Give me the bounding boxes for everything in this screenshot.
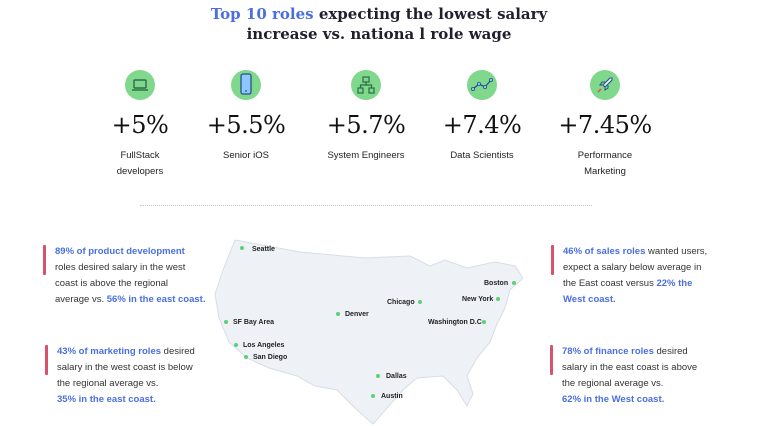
page-title: Top 10 roles expecting the lowest salary… xyxy=(0,4,758,44)
city-los-angeles: Los Angeles xyxy=(243,342,285,349)
city-dot xyxy=(512,281,516,285)
city-dot xyxy=(240,246,244,250)
role-name: FullStack developers xyxy=(116,150,164,177)
role-system-engineers: +5.7% System Engineers xyxy=(306,70,426,164)
city-washington-dc: Washington D.C xyxy=(428,319,482,326)
city-dot xyxy=(234,343,238,347)
title-line2: increase vs. nationa l role wage xyxy=(246,25,512,43)
city-new-york: New York xyxy=(462,296,494,303)
accent-bar xyxy=(550,345,553,375)
role-pct: +5.5% xyxy=(206,111,286,139)
accent-bar xyxy=(43,245,46,275)
city-dot xyxy=(371,394,375,398)
smartphone-icon xyxy=(231,70,261,100)
city-boston: Boston xyxy=(484,280,509,287)
city-dot xyxy=(482,320,486,324)
line-chart-icon xyxy=(467,70,497,100)
rocket-icon xyxy=(590,70,620,100)
stat-marketing: 43% of marketing roles desired salary in… xyxy=(45,344,227,408)
role-pct: +7.45% xyxy=(558,111,652,139)
role-name: Data Scientists xyxy=(450,150,514,161)
city-chicago: Chicago xyxy=(387,299,415,306)
city-sf-bay-area: SF Bay Area xyxy=(233,319,274,326)
city-dot xyxy=(224,320,228,324)
city-dot xyxy=(376,374,380,378)
laptop-icon xyxy=(125,70,155,100)
title-line1-rest: expecting the lowest salary xyxy=(313,5,548,23)
city-dot xyxy=(244,355,248,359)
role-name: System Engineers xyxy=(327,150,405,161)
city-dot xyxy=(336,312,340,316)
role-pct: +5% xyxy=(111,111,169,139)
section-divider xyxy=(140,205,592,206)
stat-finance: 78% of finance roles desired salary in t… xyxy=(550,344,732,408)
network-hierarchy-icon xyxy=(351,70,381,100)
city-austin: Austin xyxy=(381,393,403,400)
stat-product-development: 89% of product development roles desired… xyxy=(43,244,225,308)
role-senior-ios: +5.5% Senior iOS xyxy=(186,70,306,164)
city-dot xyxy=(496,297,500,301)
city-dallas: Dallas xyxy=(386,373,407,380)
city-san-diego: San Diego xyxy=(253,354,288,361)
role-fullstack: +5% FullStack developers xyxy=(80,70,200,180)
title-accent: Top 10 roles xyxy=(210,5,314,23)
city-dot xyxy=(418,300,422,304)
city-seattle: Seattle xyxy=(252,246,275,253)
accent-bar xyxy=(45,345,48,375)
role-pct: +5.7% xyxy=(326,111,406,139)
role-pct: +7.4% xyxy=(442,111,522,139)
role-name: Senior iOS xyxy=(223,150,269,161)
stat-sales: 46% of sales roles wanted users, expect … xyxy=(551,244,733,308)
role-performance-marketing: +7.45% Performance Marketing xyxy=(545,70,665,180)
us-map xyxy=(214,239,524,425)
accent-bar xyxy=(551,245,554,275)
role-data-scientists: +7.4% Data Scientists xyxy=(422,70,542,164)
role-name: Performance Marketing xyxy=(577,150,633,177)
city-denver: Denver xyxy=(345,311,369,318)
